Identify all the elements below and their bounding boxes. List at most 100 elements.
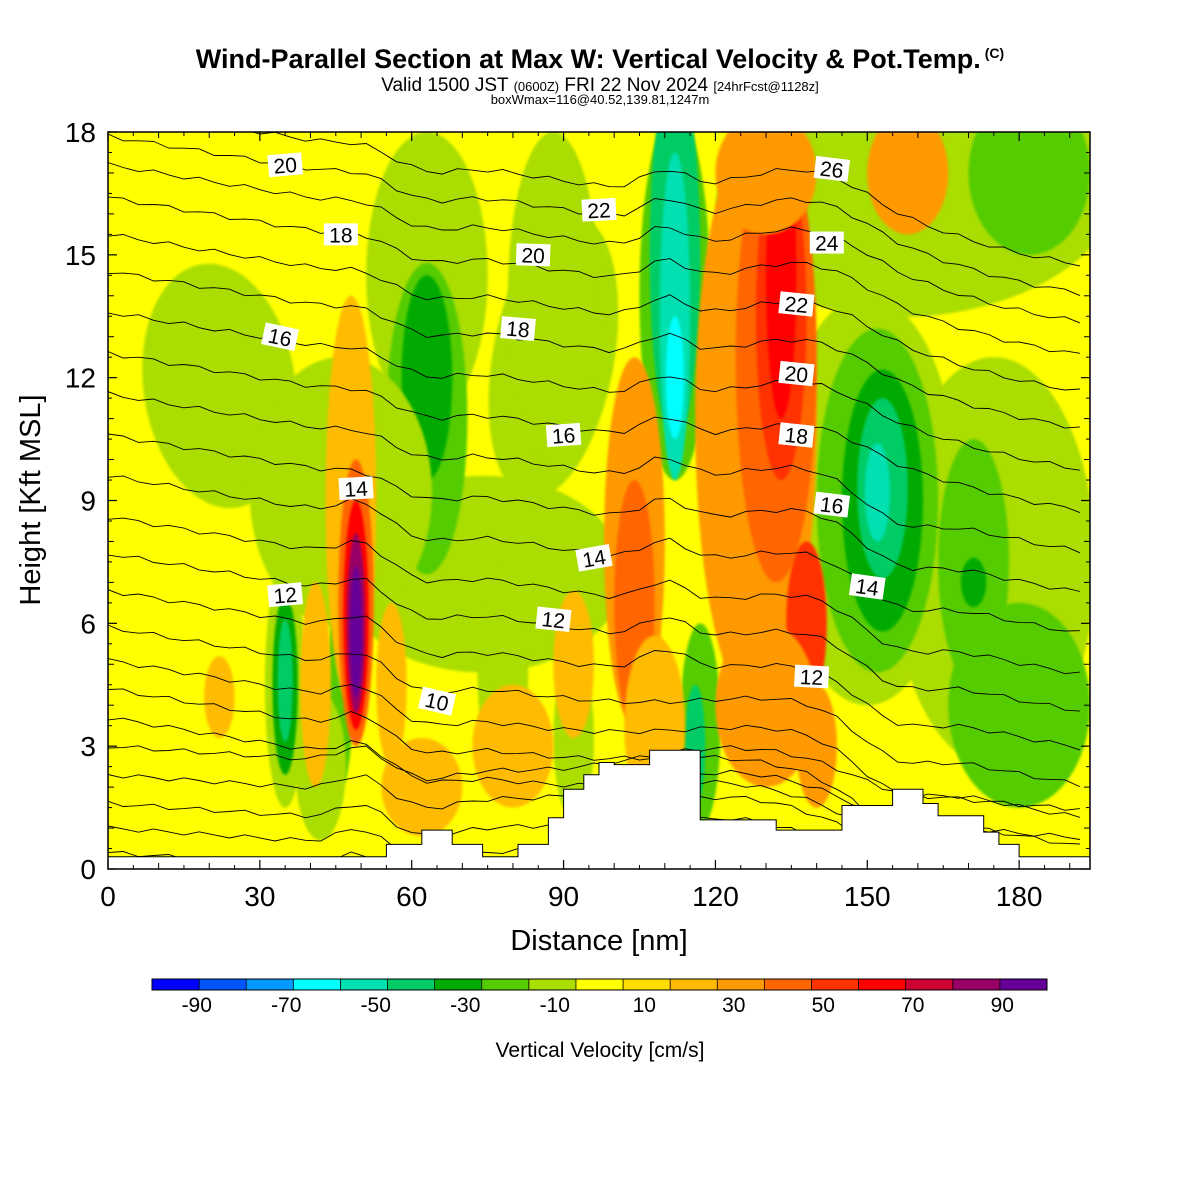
theta-label: 22	[778, 291, 815, 318]
isentrope	[108, 234, 1080, 391]
theta-label-text: 12	[799, 666, 824, 690]
colorbar-swatch	[434, 979, 483, 990]
theta-label-text: 16	[266, 325, 294, 352]
velocity-cell	[277, 619, 293, 743]
theta-label: 24	[809, 231, 844, 256]
colorbar-swatch	[952, 979, 1001, 990]
y-tick-label: 18	[65, 117, 96, 148]
velocity-cell	[507, 132, 599, 460]
x-tick-label: 30	[244, 881, 275, 912]
colorbar-swatch	[152, 979, 200, 990]
colorbar-swatch	[387, 979, 436, 990]
y-tick-label: 6	[80, 608, 96, 639]
theta-label: 12	[535, 606, 572, 633]
y-tick-label: 9	[80, 486, 96, 517]
velocity-cell	[715, 623, 817, 788]
theta-label-text: 20	[273, 154, 298, 179]
theta-label-box	[338, 476, 374, 501]
theta-label: 16	[261, 322, 300, 352]
theta-label: 20	[778, 360, 815, 388]
theta-label-text: 14	[581, 546, 608, 573]
theta-label-box	[323, 223, 358, 246]
velocity-cell	[300, 582, 331, 788]
colorbar-swatch	[623, 979, 671, 990]
x-tick-label: 120	[692, 881, 739, 912]
forecast-info: [24hrFcst@1128z]	[713, 79, 819, 94]
theta-label-box	[535, 606, 572, 632]
velocity-cell	[715, 132, 817, 235]
theta-label: 20	[515, 243, 551, 268]
theta-label-box	[575, 544, 613, 572]
theta-label-box	[500, 316, 536, 341]
isentrope	[108, 554, 1080, 712]
velocity-cell	[960, 557, 987, 607]
colorbar-tick-label: -30	[450, 994, 480, 1017]
copyright-mark: (C)	[984, 45, 1005, 61]
valid-time: Valid 1500 JST	[381, 75, 509, 96]
colorbar-swatch	[764, 979, 812, 990]
colorbar-swatch	[340, 979, 389, 990]
velocity-cell	[472, 684, 554, 808]
velocity-cell	[864, 443, 891, 542]
x-tick-label: 90	[548, 881, 579, 912]
theta-label-text: 24	[815, 233, 839, 256]
theta-label-text: 16	[819, 493, 845, 519]
theta-label: 18	[500, 316, 536, 343]
theta-label-box	[778, 291, 815, 317]
colorbar-tick-label: -90	[182, 994, 212, 1017]
theta-label-text: 10	[423, 689, 451, 717]
y-axis: 0 3 6 9 12 15 18	[65, 117, 1090, 885]
theta-label: 12	[267, 582, 304, 609]
colorbar-swatch	[481, 979, 530, 990]
y-tick-label: 15	[65, 240, 96, 271]
colorbar-tick-label: 50	[812, 994, 835, 1017]
y-tick-label: 3	[80, 731, 96, 762]
x-tick-label: 60	[396, 881, 427, 912]
velocity-cell	[204, 656, 235, 738]
colorbar-swatch	[575, 979, 624, 990]
theta-label-box	[267, 152, 304, 178]
colorbar-swatch	[717, 979, 765, 990]
theta-label-box	[813, 491, 851, 518]
theta-label-box	[848, 573, 886, 600]
theta-label-box	[515, 243, 551, 267]
theta-label: 16	[813, 491, 851, 519]
theta-label-text: 14	[854, 575, 881, 601]
colorbar-tick-label: 10	[633, 994, 656, 1017]
colorbar-swatch	[999, 979, 1048, 990]
x-tick-label: 0	[100, 881, 116, 912]
chart-subtitle: Valid 1500 JST (0600Z) FRI 22 Nov 2024 […	[0, 75, 1200, 97]
theta-label: 14	[338, 476, 374, 502]
velocity-cell	[796, 684, 837, 808]
isentrope	[108, 624, 1081, 788]
colorbar-frame	[151, 978, 1048, 991]
theta-label-box	[581, 197, 617, 222]
theta-label: 16	[545, 422, 582, 449]
isentrope	[108, 272, 1080, 429]
theta-label: 14	[575, 544, 613, 573]
chart-title: Wind-Parallel Section at Max W: Vertical…	[0, 44, 1200, 75]
theta-label: 26	[813, 155, 851, 183]
x-axis-label: Distance [nm]	[510, 925, 687, 957]
colorbar-tick-label: 90	[991, 994, 1014, 1017]
x-tick-label: 180	[996, 881, 1043, 912]
isentrope	[108, 433, 1081, 592]
theta-label-text: 18	[505, 318, 530, 343]
theta-label: 22	[581, 197, 617, 223]
vertical-velocity-field	[142, 132, 1090, 841]
theta-label-text: 20	[783, 362, 809, 387]
theta-label-text: 18	[783, 424, 809, 449]
velocity-cell	[381, 737, 463, 837]
theta-label-text: 16	[551, 424, 576, 449]
colorbar-label: Vertical Velocity [cm/s]	[496, 1039, 705, 1062]
velocity-cell	[968, 132, 1090, 255]
theta-label-text: 22	[783, 293, 809, 318]
theta-label-text: 20	[521, 244, 545, 268]
theta-label-text: 12	[540, 608, 566, 633]
colorbar-swatch	[811, 979, 860, 990]
isentrope	[108, 162, 1081, 324]
colorbar-swatch	[528, 979, 577, 990]
theta-label: 20	[267, 152, 304, 179]
velocity-cell	[376, 602, 407, 767]
